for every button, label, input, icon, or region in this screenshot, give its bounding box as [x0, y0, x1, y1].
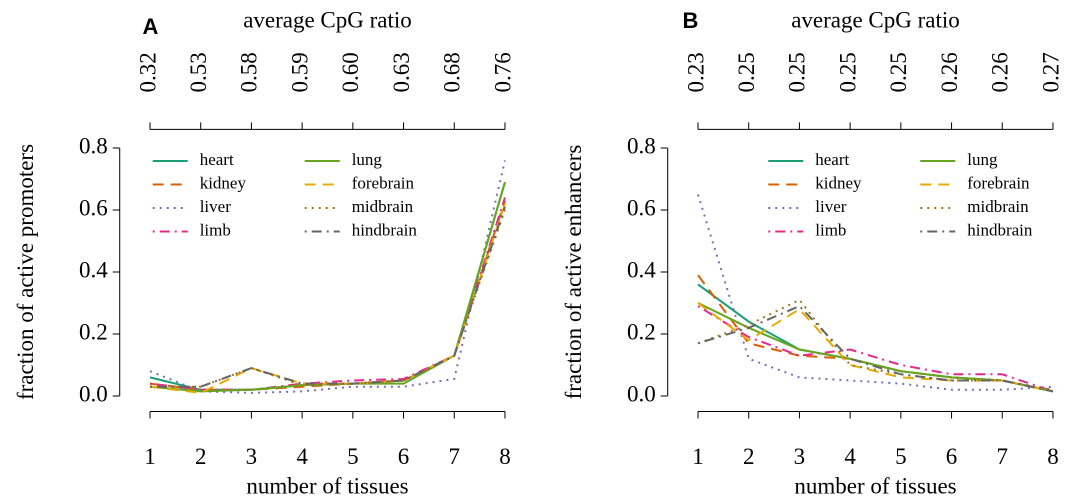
y-tick-label: 0.6 — [627, 195, 656, 220]
x-tick-label: 4 — [844, 444, 856, 469]
x2-tick-label: 0.23 — [683, 52, 708, 92]
x2-tick-label: 0.32 — [135, 52, 160, 92]
x-tick-label: 8 — [1047, 444, 1059, 469]
y-axis-title: fraction of active promoters — [13, 144, 38, 400]
legend-label: midbrain — [352, 197, 414, 216]
x2-tick-label: 0.60 — [338, 52, 363, 92]
y-tick-label: 0.0 — [79, 381, 108, 406]
legend-label: forebrain — [967, 173, 1030, 192]
data-line — [697, 302, 1054, 393]
y-tick-label: 0.4 — [627, 257, 656, 282]
x2-tick-label: 0.58 — [237, 52, 262, 92]
y-tick-label: 0.4 — [79, 257, 108, 282]
x-tick-label: 4 — [296, 444, 308, 469]
x2-tick-label: 0.25 — [734, 52, 759, 92]
legend-label: kidney — [815, 173, 862, 192]
y-tick-label: 0.2 — [79, 319, 108, 344]
x-tick-label: 1 — [144, 444, 156, 469]
legend-label: limb — [200, 220, 231, 239]
x2-tick-label: 0.59 — [287, 52, 312, 92]
data-line — [697, 298, 1054, 391]
legend-label: liver — [815, 197, 846, 216]
x-tick-label: 6 — [946, 444, 958, 469]
x-tick-label: 3 — [794, 444, 806, 469]
x-tick-label: 2 — [743, 444, 755, 469]
legend-label: heart — [815, 150, 849, 169]
x2-tick-label: 0.25 — [886, 52, 911, 92]
x2-tick-label: 0.68 — [440, 52, 465, 92]
x2-tick-label: 0.27 — [1038, 52, 1063, 92]
data-line — [697, 283, 1054, 393]
y-tick-label: 0.6 — [79, 195, 108, 220]
y-tick-label: 0.8 — [627, 133, 656, 158]
y-tick-label: 0.2 — [627, 319, 656, 344]
x2-tick-label: 0.25 — [785, 52, 810, 92]
x-tick-label: 7 — [449, 444, 461, 469]
x-tick-label: 5 — [895, 444, 907, 469]
y-tick-label: 0.0 — [627, 381, 656, 406]
x2-tick-label: 0.76 — [490, 52, 515, 92]
legend-label: kidney — [200, 173, 247, 192]
x-tick-label: 1 — [692, 444, 704, 469]
legend-label: lung — [967, 150, 998, 169]
y-tick-label: 0.8 — [79, 133, 108, 158]
legend-label: lung — [352, 150, 383, 169]
data-line — [150, 206, 506, 388]
x-tick-label: 8 — [499, 444, 511, 469]
x-tick-label: 3 — [246, 444, 258, 469]
x2-tick-label: 0.25 — [835, 52, 860, 92]
data-line — [697, 302, 1054, 393]
x2-tick-label: 0.53 — [186, 52, 211, 92]
x-tick-label: 2 — [195, 444, 207, 469]
panel-label: B — [683, 8, 699, 33]
data-line — [697, 305, 1054, 393]
x-tick-label: 5 — [347, 444, 359, 469]
legend-label: heart — [200, 150, 234, 169]
legend-label: limb — [815, 220, 846, 239]
legend-label: hindbrain — [967, 220, 1033, 239]
x2-tick-label: 0.63 — [389, 52, 414, 92]
y-axis-title: fraction of active enhancers — [561, 145, 586, 400]
x2-tick-label: 0.26 — [988, 52, 1013, 92]
legend-label: forebrain — [352, 173, 415, 192]
legend-label: liver — [200, 197, 231, 216]
x-tick-label: 7 — [997, 444, 1009, 469]
x-axis-title: number of tissues — [246, 473, 408, 498]
legend-label: midbrain — [967, 197, 1029, 216]
panel-label: A — [143, 14, 159, 39]
x-axis-title: number of tissues — [794, 473, 956, 498]
data-line — [697, 194, 1054, 391]
x-tick-label: 6 — [398, 444, 410, 469]
data-line — [697, 304, 1054, 393]
x2-tick-label: 0.26 — [937, 52, 962, 92]
legend-label: hindbrain — [352, 220, 418, 239]
x2-axis-title: average CpG ratio — [791, 7, 960, 32]
x2-axis-title: average CpG ratio — [243, 7, 412, 32]
